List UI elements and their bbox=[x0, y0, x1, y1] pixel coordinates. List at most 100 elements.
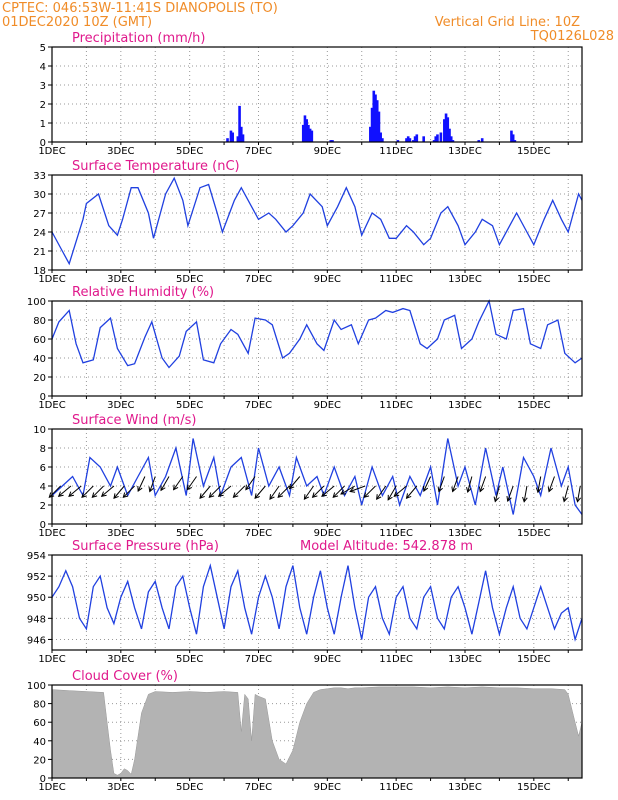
wind-barb-head bbox=[522, 496, 528, 503]
pressure-xtick-label: 3DEC bbox=[107, 654, 134, 665]
precip-bar bbox=[375, 100, 379, 142]
precip-bar bbox=[238, 105, 241, 142]
panels: 0 1 2 3 4 5 1DEC 3DEC 5DEC 7DEC 9DEC 11DEC 13DEC 15DE… bbox=[27, 31, 583, 793]
rh-ytick-label: 100 bbox=[27, 297, 46, 308]
temp-title: Surface Temperature (nC) bbox=[72, 159, 240, 174]
wind-barb bbox=[507, 485, 514, 502]
wind-barb bbox=[393, 485, 407, 497]
wind-barb bbox=[113, 485, 125, 499]
wind-barb-head bbox=[340, 489, 347, 495]
precip-bar bbox=[511, 134, 515, 142]
precip-bar bbox=[236, 136, 240, 142]
cloud-xtick-label: 7DEC bbox=[245, 782, 272, 793]
wind-barb-head bbox=[68, 491, 74, 497]
precip-bar bbox=[329, 140, 333, 142]
wind-barb-head bbox=[122, 492, 129, 499]
wind-barb bbox=[160, 476, 170, 491]
wind-barb-head bbox=[506, 496, 512, 503]
wind-barb bbox=[277, 485, 290, 498]
precip-bar bbox=[381, 138, 384, 142]
wind-barb-head bbox=[245, 484, 251, 491]
wind-barb bbox=[303, 485, 314, 500]
wind-barb-head bbox=[199, 493, 205, 500]
code-header: TQ0126L028 bbox=[530, 29, 614, 44]
wind-barb-head bbox=[405, 493, 412, 500]
pressure-ytick-label: 952 bbox=[27, 572, 46, 583]
precip-bar bbox=[444, 113, 448, 142]
precip-bar bbox=[406, 136, 410, 142]
wind-barb bbox=[494, 485, 500, 502]
wind-frame bbox=[51, 428, 583, 525]
wind-barb-head bbox=[160, 485, 166, 492]
cloud-xtick-label: 1DEC bbox=[38, 782, 65, 793]
wind-barb bbox=[173, 476, 184, 490]
temp-frame bbox=[51, 174, 583, 271]
wind-barb bbox=[577, 485, 581, 502]
wind-barb bbox=[479, 476, 487, 492]
wind-barb-head bbox=[393, 491, 400, 497]
cloud-ytick-label: 40 bbox=[33, 737, 46, 748]
pressure-line bbox=[51, 563, 583, 642]
wind-barb-head bbox=[466, 486, 472, 493]
precip-xtick-label: 15DEC bbox=[517, 146, 551, 157]
precip-xtick-label: 5DEC bbox=[176, 146, 203, 157]
precip-ytick-label: 4 bbox=[40, 62, 46, 73]
wind-barb bbox=[137, 476, 146, 492]
precip-xtick-label: 9DEC bbox=[314, 146, 341, 157]
temp-xtick-label: 13DEC bbox=[448, 274, 482, 285]
precip-ytick-label: 2 bbox=[40, 100, 46, 111]
wind-barb bbox=[563, 485, 569, 502]
precip-bar bbox=[301, 124, 305, 142]
precip-xtick-label: 1DEC bbox=[38, 146, 65, 157]
wind-barb bbox=[537, 476, 542, 493]
temp-xtick-label: 1DEC bbox=[38, 274, 65, 285]
cloud-ytick-label: 0 bbox=[40, 774, 46, 785]
pressure-ytick-label: 948 bbox=[27, 614, 46, 625]
precip-bar bbox=[439, 132, 443, 142]
precip-bar bbox=[379, 132, 382, 142]
wind-barb bbox=[208, 485, 221, 498]
precip-bar bbox=[446, 117, 450, 142]
wind-barb bbox=[269, 485, 280, 500]
precip-bar bbox=[229, 130, 233, 142]
wind-barb bbox=[81, 485, 94, 498]
temp-panel: 18 21 24 27 30 33 1DEC 3DEC 5DEC 7DEC 9DEC 11DEC 13D… bbox=[33, 159, 583, 285]
pressure-xtick-label: 15DEC bbox=[517, 654, 551, 665]
precip-xtick-label: 3DEC bbox=[107, 146, 134, 157]
wind-ytick-label: 0 bbox=[40, 520, 46, 531]
station-header: CPTEC: 046:53W-11:41S DIANOPOLIS (TO) bbox=[2, 1, 278, 16]
precip-bar bbox=[372, 90, 376, 142]
precip-bar bbox=[305, 119, 308, 142]
pressure-xtick-label: 11DEC bbox=[379, 654, 413, 665]
rh-xtick-label: 3DEC bbox=[107, 400, 134, 411]
wind-barb bbox=[122, 485, 135, 498]
precip-bar bbox=[374, 94, 377, 142]
rh-title: Relative Humidity (%) bbox=[72, 285, 214, 300]
precip-bar bbox=[377, 111, 381, 142]
precip-xtick-label: 11DEC bbox=[379, 146, 413, 157]
precip-bar bbox=[436, 134, 439, 142]
wind-barb-head bbox=[363, 492, 370, 499]
wind-barb bbox=[548, 476, 555, 492]
grid-line-note: Vertical Grid Line: 10Z bbox=[435, 15, 580, 30]
cloud-ytick-label: 80 bbox=[33, 700, 46, 711]
precip-ytick-label: 1 bbox=[40, 119, 46, 130]
precip-panel: 0 1 2 3 4 5 1DEC 3DEC 5DEC 7DEC 9DEC 11DEC 13DEC 15DE… bbox=[38, 31, 583, 157]
temp-ytick-label: 18 bbox=[33, 266, 46, 277]
wind-barb-head bbox=[232, 492, 239, 499]
precip-bar bbox=[331, 140, 334, 142]
wind-barb-head bbox=[277, 492, 284, 499]
wind-xtick-label: 7DEC bbox=[245, 528, 272, 539]
wind-panel: 0 2 4 6 8 10 1DEC 3DEC 5DEC 7DEC 9DEC 11DEC 13DEC 15D… bbox=[33, 413, 583, 539]
wind-barb-head bbox=[208, 492, 215, 499]
wind-barb bbox=[48, 485, 61, 498]
temp-ytick-label: 27 bbox=[33, 209, 46, 220]
pressure-ytick-label: 946 bbox=[27, 635, 46, 646]
cloud-ytick-label: 20 bbox=[33, 755, 46, 766]
wind-ytick-label: 10 bbox=[33, 425, 46, 436]
precip-bar bbox=[477, 140, 481, 142]
pressure-frame bbox=[51, 554, 583, 651]
precip-bar bbox=[308, 128, 312, 142]
wind-barb bbox=[387, 485, 397, 501]
